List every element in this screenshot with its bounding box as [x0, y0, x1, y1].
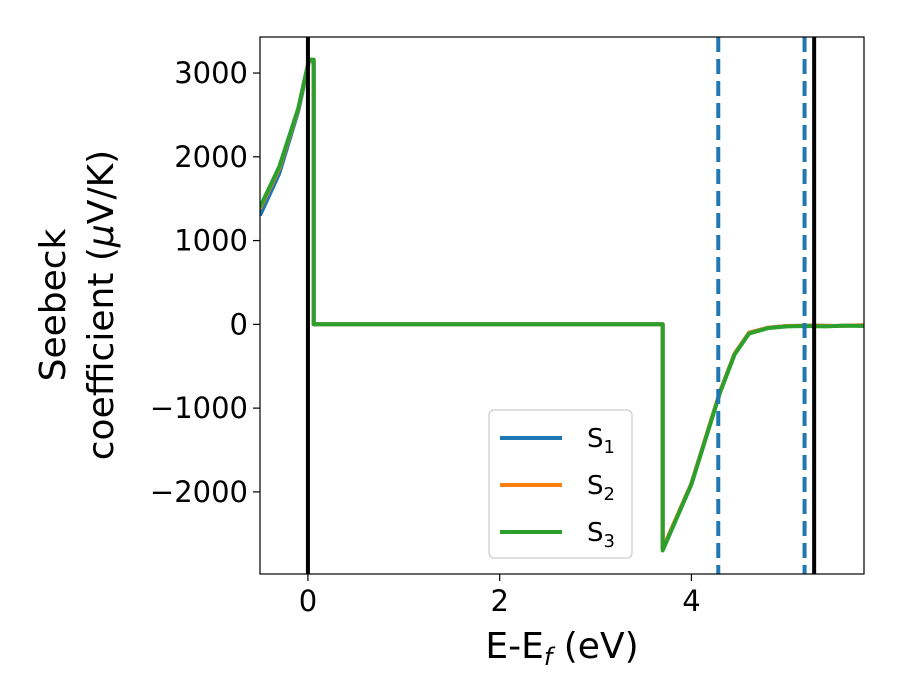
legend-label-2: S2: [587, 471, 615, 505]
x-tick-label: 0: [299, 584, 317, 618]
legend: S1 S2 S3: [488, 409, 633, 559]
y-tick-label: −1000: [150, 391, 248, 425]
x-ticks: 0 2 4: [299, 574, 701, 618]
legend-label-1: S1: [587, 424, 615, 458]
plot-frame: [259, 36, 865, 575]
x-axis-label: E-Ef (eV): [485, 626, 638, 671]
y-tick-label: 2000: [174, 140, 248, 174]
y-axis-label-line2: coefficient (μV/K): [81, 150, 122, 460]
legend-label-3: S3: [587, 518, 615, 552]
vertical-lines: [305, 37, 817, 574]
y-tick-label: −2000: [150, 475, 248, 509]
y-ticks: −2000 −1000 0 1000 2000 3000: [150, 56, 260, 509]
y-tick-label: 3000: [174, 56, 248, 90]
y-axis-label-line1: Seebeck: [33, 228, 74, 381]
x-tick-label: 2: [490, 584, 508, 618]
y-tick-label: 1000: [174, 224, 248, 258]
x-tick-label: 4: [682, 584, 700, 618]
y-tick-label: 0: [230, 307, 248, 341]
